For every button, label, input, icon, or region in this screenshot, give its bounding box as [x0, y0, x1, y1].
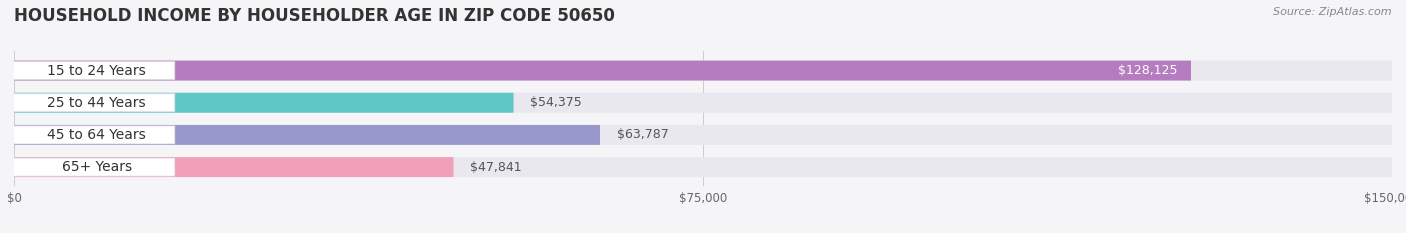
Text: Source: ZipAtlas.com: Source: ZipAtlas.com	[1274, 7, 1392, 17]
FancyBboxPatch shape	[10, 158, 174, 176]
FancyBboxPatch shape	[14, 157, 454, 177]
Text: $128,125: $128,125	[1118, 64, 1177, 77]
FancyBboxPatch shape	[10, 126, 174, 144]
FancyBboxPatch shape	[14, 61, 1392, 81]
FancyBboxPatch shape	[14, 93, 513, 113]
Text: $54,375: $54,375	[530, 96, 582, 109]
FancyBboxPatch shape	[14, 125, 1392, 145]
FancyBboxPatch shape	[10, 94, 174, 112]
FancyBboxPatch shape	[14, 93, 1392, 113]
Text: $47,841: $47,841	[470, 161, 522, 174]
FancyBboxPatch shape	[14, 61, 1191, 81]
Text: 15 to 24 Years: 15 to 24 Years	[48, 64, 146, 78]
Text: 25 to 44 Years: 25 to 44 Years	[48, 96, 146, 110]
Text: $63,787: $63,787	[617, 128, 668, 141]
Text: 65+ Years: 65+ Years	[62, 160, 132, 174]
FancyBboxPatch shape	[14, 157, 1392, 177]
FancyBboxPatch shape	[10, 62, 174, 80]
FancyBboxPatch shape	[14, 125, 600, 145]
Text: 45 to 64 Years: 45 to 64 Years	[48, 128, 146, 142]
Text: HOUSEHOLD INCOME BY HOUSEHOLDER AGE IN ZIP CODE 50650: HOUSEHOLD INCOME BY HOUSEHOLDER AGE IN Z…	[14, 7, 614, 25]
